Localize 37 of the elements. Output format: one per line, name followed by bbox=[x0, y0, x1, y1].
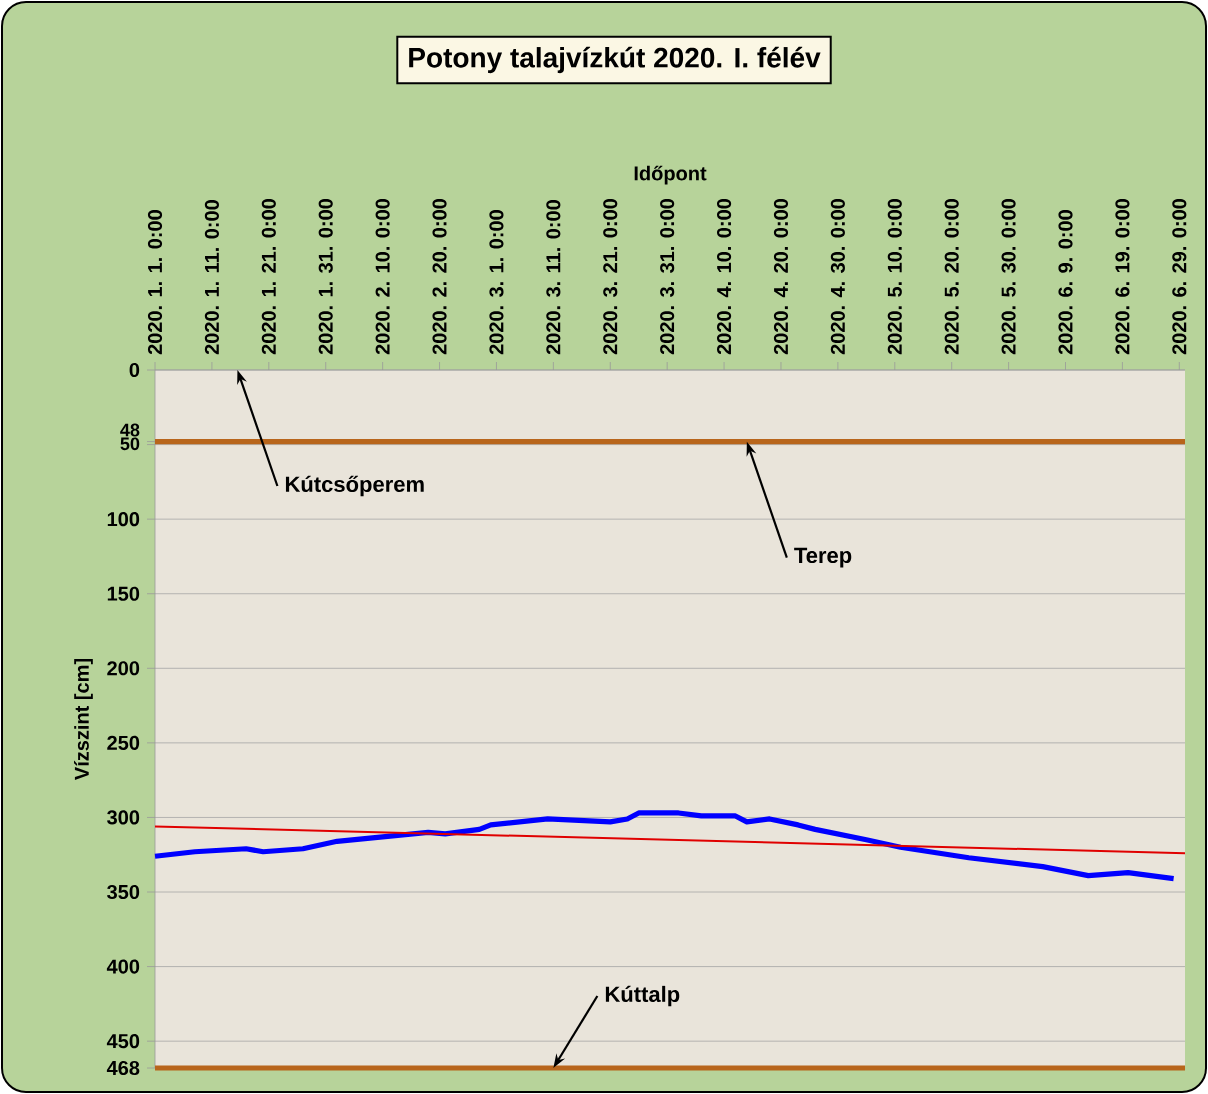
y-tick-label: 300 bbox=[107, 810, 140, 825]
x-tick-label: 2020. 3. 21. 0:00 bbox=[603, 198, 618, 355]
x-tick-label: 2020. 4. 30. 0:00 bbox=[830, 198, 845, 355]
x-tick-label: 2020. 6. 19. 0:00 bbox=[1115, 198, 1130, 355]
x-tick-label: 2020. 2. 20. 0:00 bbox=[432, 198, 447, 355]
x-tick-label: 2020. 1. 31. 0:00 bbox=[318, 198, 333, 355]
chart-title: Potony talajvízkút 2020. I. félév bbox=[409, 46, 821, 74]
x-tick-label: 2020. 1. 1. 0:00 bbox=[147, 210, 163, 355]
x-tick-label: 2020. 3. 11. 0:00 bbox=[546, 200, 561, 355]
x-tick-label: 2020. 4. 10. 0:00 bbox=[717, 198, 732, 355]
y-tick-label: 400 bbox=[106, 959, 140, 974]
x-tick-label: 2020. 5. 20. 0:00 bbox=[944, 198, 959, 355]
y-tick-label: 150 bbox=[107, 586, 140, 601]
y-tick-label: 48 bbox=[120, 423, 140, 437]
x-tick-label: 2020. 6. 9. 0:00 bbox=[1058, 210, 1073, 355]
annotation: Kútcsőperem bbox=[285, 475, 424, 497]
x-axis-title: Időpont bbox=[634, 165, 707, 185]
x-tick-label: 2020. 5. 30. 0:00 bbox=[1001, 198, 1016, 355]
y-tick-label: 200 bbox=[107, 661, 140, 676]
x-tick-label: 2020. 5. 10. 0:00 bbox=[887, 198, 902, 355]
y-tick-label: 468 bbox=[106, 1060, 140, 1076]
y-tick-label: 250 bbox=[107, 735, 140, 750]
x-tick-label: 2020. 3. 1. 0:00 bbox=[489, 210, 504, 355]
annotation: Kúttalp bbox=[605, 985, 680, 1007]
y-tick-label: 350 bbox=[107, 884, 140, 900]
x-tick-label: 2020. 3. 31. 0:00 bbox=[660, 198, 675, 355]
y-tick-label: 0 bbox=[129, 362, 140, 378]
y-tick-label: 50 bbox=[120, 437, 140, 451]
y-tick-label: 100 bbox=[107, 512, 140, 527]
x-tick-label: 2020. 1. 11. 0:00 bbox=[204, 200, 219, 355]
x-tick-label: 2020. 4. 20. 0:00 bbox=[773, 198, 789, 355]
annotation: Terep bbox=[794, 547, 852, 568]
x-tick-label: 2020. 6. 29. 0:00 bbox=[1172, 198, 1187, 355]
y-tick-label: 450 bbox=[106, 1034, 140, 1049]
y-axis-title: Vízszint [cm] bbox=[74, 659, 93, 780]
x-tick-label: 2020. 1. 21. 0:00 bbox=[261, 198, 276, 355]
x-tick-label: 2020. 2. 10. 0:00 bbox=[375, 198, 390, 355]
